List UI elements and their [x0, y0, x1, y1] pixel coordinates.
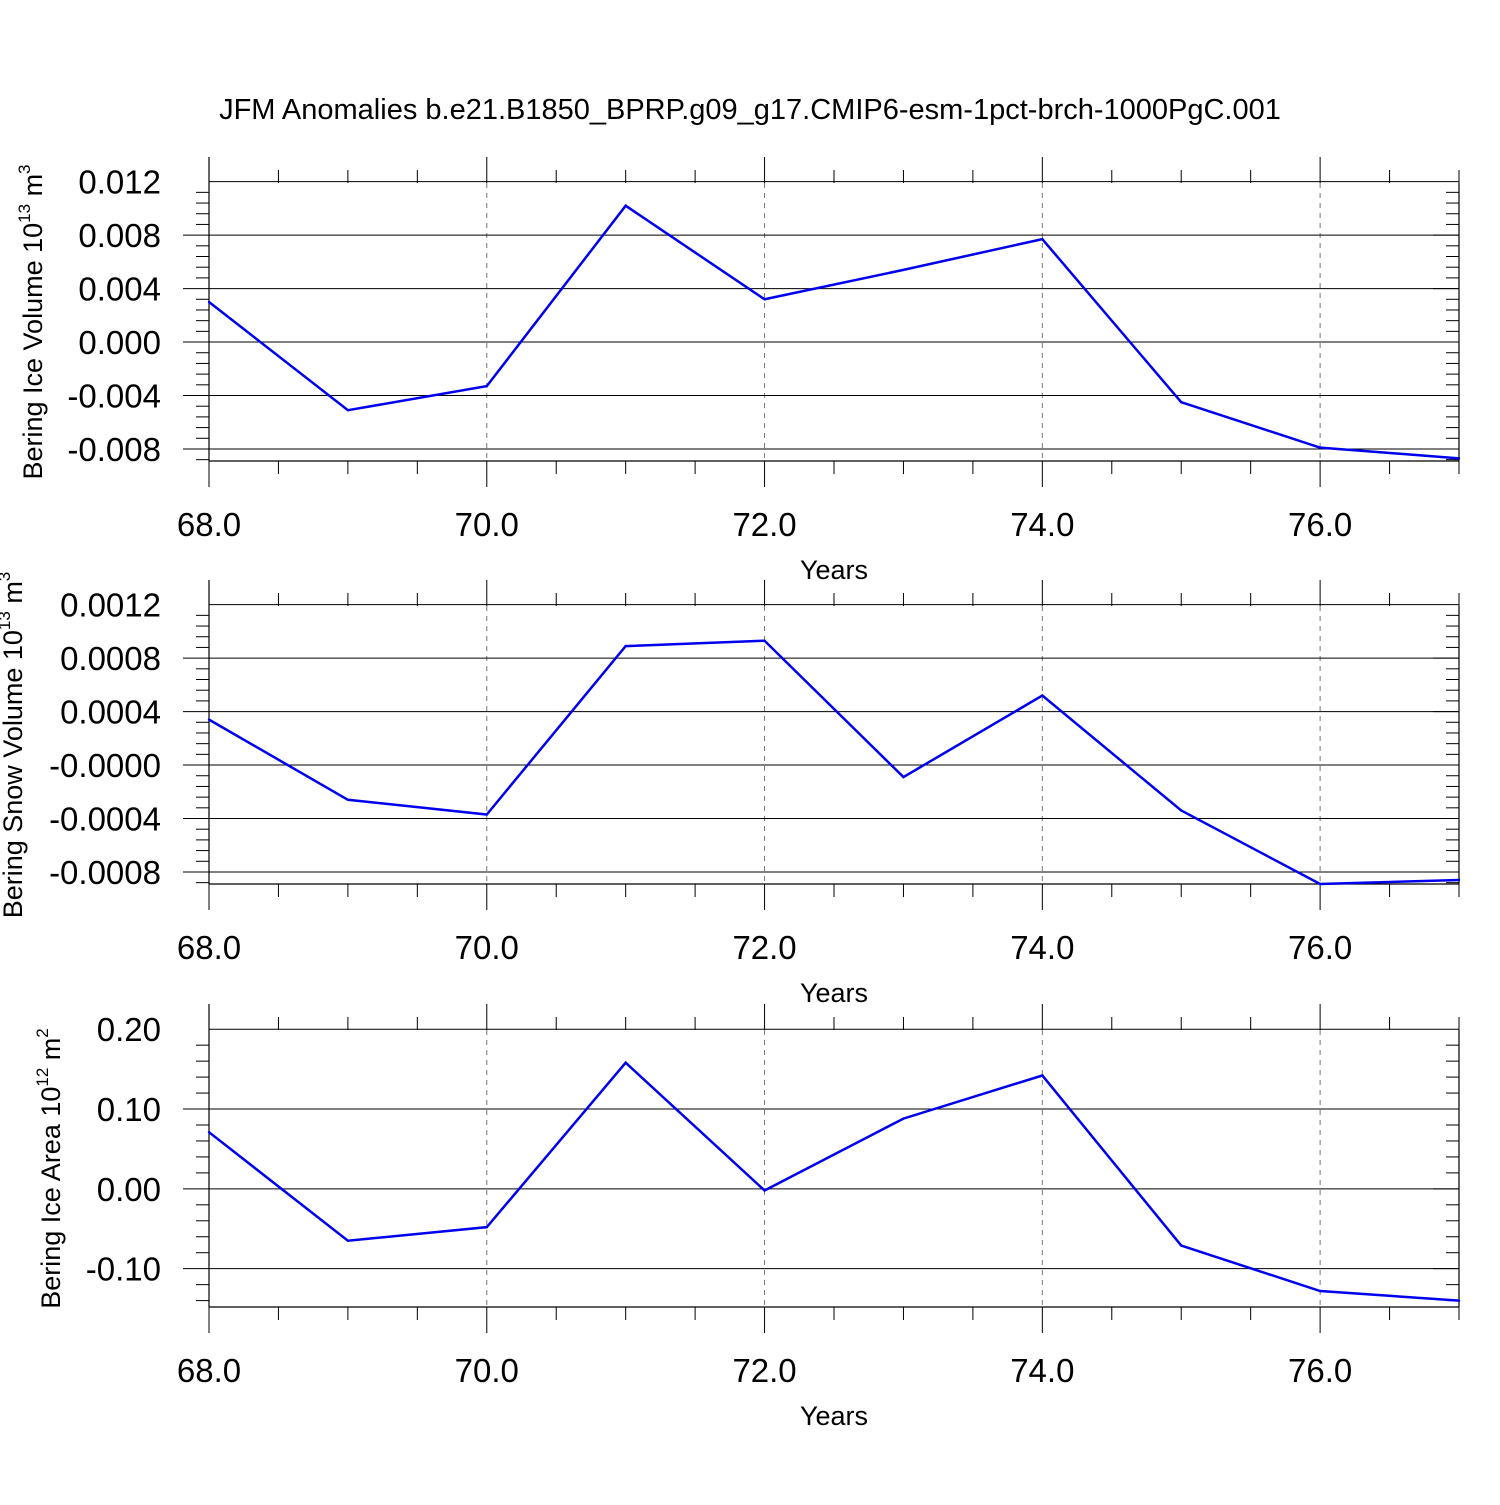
chart-title: JFM Anomalies b.e21.B1850_BPRP.g09_g17.C…	[219, 94, 1281, 126]
y-tick-label: -0.0008	[49, 854, 161, 891]
x-tick-label: 72.0	[732, 1352, 796, 1389]
data-point	[763, 1189, 766, 1192]
x-tick-label: 70.0	[455, 929, 519, 966]
data-point	[624, 204, 627, 207]
data-point	[902, 775, 905, 779]
x-tick-label: 72.0	[732, 929, 796, 966]
x-tick-label: 74.0	[1010, 1352, 1074, 1389]
panel-3: 68.0 70.0 72.0 74.0 76.0 0.20 0.10 0.00 -0.10 Yea…	[33, 1004, 1461, 1431]
x-tick-label: 76.0	[1288, 506, 1352, 543]
data-point	[346, 1239, 350, 1242]
x-tick-label: 70.0	[455, 506, 519, 543]
y-tick-label: 0.0012	[60, 587, 161, 624]
x-tick-label: 76.0	[1288, 929, 1352, 966]
data-point	[207, 300, 211, 304]
series-line	[208, 204, 1460, 460]
y-tick-label: -0.10	[86, 1251, 161, 1288]
data-point	[1318, 446, 1322, 449]
data-point	[1457, 878, 1461, 882]
data-point	[346, 409, 350, 412]
data-point	[485, 384, 488, 388]
data-point	[346, 798, 350, 801]
y-tick-label: 0.012	[78, 164, 161, 201]
data-point	[207, 718, 211, 721]
x-tick-label: 68.0	[177, 1352, 241, 1389]
data-point	[1457, 1299, 1461, 1302]
y-tick-label: -0.0004	[49, 801, 161, 838]
data-point	[485, 813, 488, 816]
data-point	[1041, 237, 1044, 241]
y-tick-label: 0.008	[78, 217, 161, 254]
y-tick-label: -0.008	[67, 431, 161, 468]
data-point	[1041, 694, 1044, 697]
x-tick-label: 74.0	[1010, 506, 1074, 543]
y-tick-label: -0.004	[67, 378, 161, 415]
data-point	[902, 268, 905, 272]
series-line	[208, 1060, 1460, 1302]
series-line	[208, 639, 1460, 886]
data-point	[207, 1130, 211, 1134]
data-point	[1180, 400, 1183, 404]
y-tick-label: 0.000	[78, 324, 161, 361]
y-tick-label: 0.004	[78, 271, 161, 308]
x-axis-label: Years	[800, 555, 868, 585]
y-axis-label: Bering Ice Area 1012 m2	[33, 1028, 66, 1309]
data-point	[624, 1061, 627, 1064]
x-tick-label: 72.0	[732, 506, 796, 543]
data-point	[485, 1225, 488, 1229]
x-tick-label: 68.0	[177, 506, 241, 543]
y-axis-label: Bering Ice Volume 1013 m3	[15, 164, 48, 479]
y-tick-label: 0.20	[97, 1011, 161, 1048]
y-axis-label: Bering Snow Volume 1013 m3	[0, 572, 28, 919]
data-point	[1041, 1074, 1044, 1077]
x-axis-label: Years	[800, 978, 868, 1008]
x-axis-label: Years	[800, 1401, 868, 1431]
data-point	[1180, 809, 1183, 812]
panel-1: 68.0 70.0 72.0 74.0 76.0 0.012 0.008 0.004 0.000…	[15, 157, 1461, 585]
x-tick-label: 76.0	[1288, 1352, 1352, 1389]
data-point	[763, 298, 766, 301]
data-point	[1318, 1289, 1322, 1293]
data-point	[1180, 1244, 1183, 1247]
data-point	[763, 639, 766, 642]
x-tick-label: 70.0	[455, 1352, 519, 1389]
data-point	[1457, 457, 1461, 460]
y-tick-label: 0.0008	[60, 640, 161, 677]
x-tick-label: 68.0	[177, 929, 241, 966]
panel-2: 68.0 70.0 72.0 74.0 76.0 0.0012 0.0008 0.0004 -0…	[0, 572, 1461, 1008]
y-tick-label: -0.0000	[49, 747, 161, 784]
y-tick-label: 0.00	[97, 1171, 161, 1208]
data-point	[902, 1117, 905, 1120]
data-point	[624, 644, 627, 648]
data-point	[1318, 882, 1322, 886]
y-tick-label: 0.10	[97, 1091, 161, 1128]
y-tick-label: 0.0004	[60, 694, 161, 731]
x-tick-label: 74.0	[1010, 929, 1074, 966]
